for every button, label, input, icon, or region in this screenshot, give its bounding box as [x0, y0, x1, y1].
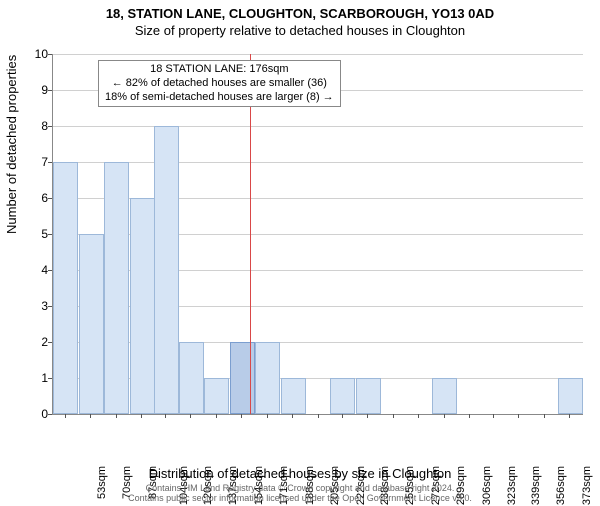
chart-title-main: 18, STATION LANE, CLOUGHTON, SCARBOROUGH… [0, 6, 600, 21]
histogram-bar [330, 378, 355, 414]
gridline [53, 54, 583, 55]
histogram-bar [281, 378, 306, 414]
footer-attribution: Contains HM Land Registry data © Crown c… [0, 484, 600, 504]
xtick-mark [267, 414, 268, 418]
histogram-bar [558, 378, 583, 414]
histogram-bar [179, 342, 204, 414]
xtick-mark [318, 414, 319, 418]
annotation-box: 18 STATION LANE: 176sqm ← 82% of detache… [98, 60, 341, 107]
ytick-label: 9 [34, 83, 48, 97]
xtick-mark [544, 414, 545, 418]
xtick-mark [216, 414, 217, 418]
xtick-mark [469, 414, 470, 418]
xtick-mark [116, 414, 117, 418]
histogram-bar [104, 162, 129, 414]
ytick-label: 0 [34, 407, 48, 421]
y-axis-label: Number of detached properties [4, 55, 19, 234]
histogram-bar [79, 234, 104, 414]
annotation-line3: 18% of semi-detached houses are larger (… [105, 91, 334, 105]
reference-line-marker [250, 54, 251, 414]
histogram-bar [432, 378, 457, 414]
ytick-label: 4 [34, 263, 48, 277]
histogram-bar [154, 126, 179, 414]
xtick-mark [292, 414, 293, 418]
xtick-mark [165, 414, 166, 418]
xtick-mark [141, 414, 142, 418]
xtick-mark [418, 414, 419, 418]
ytick-label: 8 [34, 119, 48, 133]
x-axis-label: Distribution of detached houses by size … [0, 466, 600, 481]
histogram-bar [204, 378, 229, 414]
ytick-label: 3 [34, 299, 48, 313]
xtick-mark [241, 414, 242, 418]
ytick-label: 6 [34, 191, 48, 205]
annotation-line2: ← 82% of detached houses are smaller (36… [105, 77, 334, 91]
xtick-mark [190, 414, 191, 418]
histogram-bar [230, 342, 255, 414]
xtick-mark [342, 414, 343, 418]
footer-line2: Contains public sector information licen… [0, 494, 600, 504]
xtick-mark [65, 414, 66, 418]
annotation-line1: 18 STATION LANE: 176sqm [105, 63, 334, 77]
xtick-mark [493, 414, 494, 418]
xtick-mark [90, 414, 91, 418]
histogram-bar [255, 342, 280, 414]
xtick-mark [444, 414, 445, 418]
xtick-mark [367, 414, 368, 418]
gridline [53, 162, 583, 163]
ytick-label: 2 [34, 335, 48, 349]
histogram-bar [130, 198, 155, 414]
ytick-label: 10 [34, 47, 48, 61]
plot-area: 18 STATION LANE: 176sqm ← 82% of detache… [52, 54, 583, 415]
gridline [53, 126, 583, 127]
histogram-bar [53, 162, 78, 414]
ytick-label: 1 [34, 371, 48, 385]
xtick-mark [518, 414, 519, 418]
ytick-label: 7 [34, 155, 48, 169]
histogram-bar [356, 378, 381, 414]
chart-title-sub: Size of property relative to detached ho… [0, 23, 600, 38]
xtick-mark [393, 414, 394, 418]
xtick-mark [569, 414, 570, 418]
ytick-label: 5 [34, 227, 48, 241]
